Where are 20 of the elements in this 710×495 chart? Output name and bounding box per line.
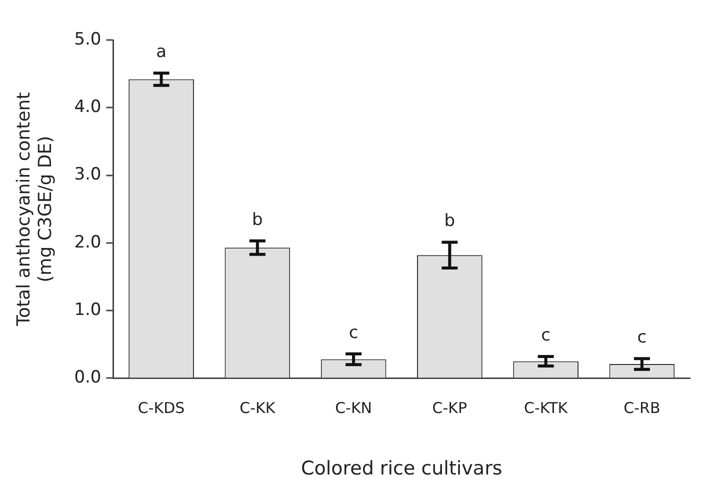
y-tick-label: 0.0	[74, 368, 102, 388]
annotation: a	[156, 42, 167, 62]
y-tick-label: 2.0	[74, 232, 102, 252]
annotation: b	[252, 210, 263, 230]
x-tick-label: C-KTK	[524, 399, 569, 418]
y-axis-title: Total anthocyanin content (mg C3GE/g DE)	[13, 92, 56, 327]
annotation: b	[444, 211, 456, 232]
annotation: c	[348, 322, 358, 343]
x-tick-label: C-RB	[624, 399, 660, 418]
y-tick-label: 1.0	[74, 300, 102, 320]
y-tick-label: 5.0	[74, 29, 102, 50]
y-tick-label: 4.0	[74, 97, 102, 118]
annotation: c	[541, 325, 550, 346]
x-axis-title: Colored rice cultivars	[300, 458, 502, 480]
y-tick-label: 3.0	[74, 164, 102, 185]
x-tick-label: C-KK	[240, 399, 276, 418]
x-tick-label: C-KN	[335, 399, 372, 418]
x-tick-label: C-KDS	[138, 399, 185, 418]
annotation: c	[637, 328, 647, 348]
x-tick-label: C-KP	[432, 399, 468, 418]
